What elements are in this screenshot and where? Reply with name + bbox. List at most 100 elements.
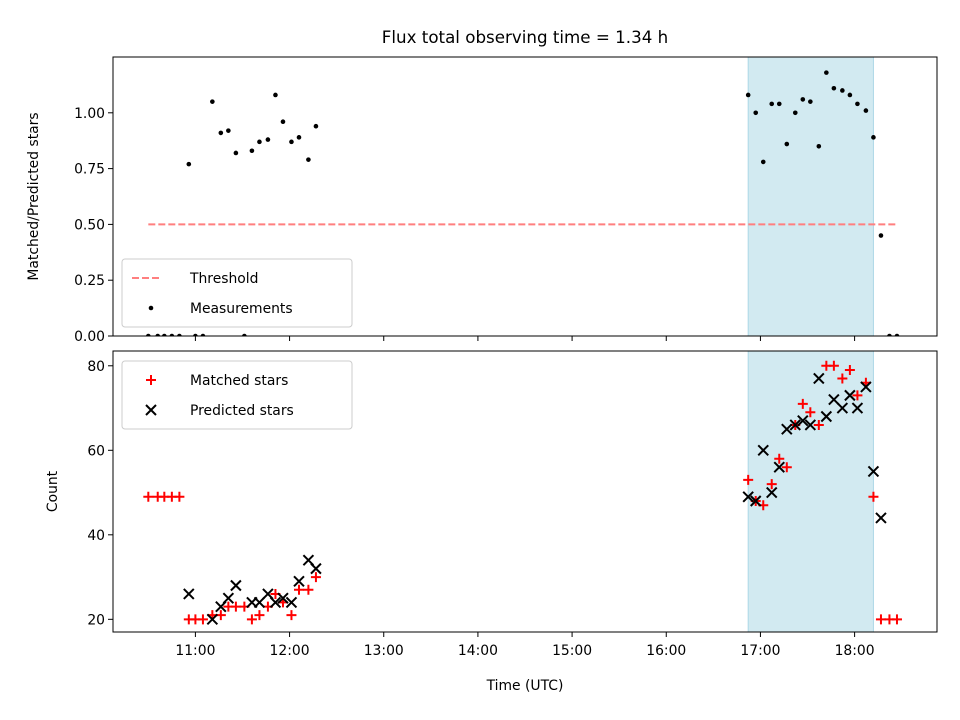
data-point [197,614,208,625]
legend: Threshold Measurements [121,258,353,328]
data-point [804,419,817,431]
data-point [887,333,892,336]
y-tick-label: 80 [87,359,105,375]
series-measurements [146,70,900,336]
data-point [878,233,884,238]
data-point [218,130,224,136]
data-point [760,159,766,165]
data-point [828,393,840,406]
data-point [222,592,235,604]
data-point [875,512,887,524]
legend-box [121,360,353,430]
data-point [852,390,863,401]
data-point [285,596,298,609]
y-tick-label: 60 [87,443,105,459]
data-point [254,610,265,621]
data-point [776,101,782,107]
data-point [210,99,215,104]
data-point [186,161,192,167]
data-point [753,110,759,116]
x-tick-label: 11:00 [175,643,215,659]
data-point [844,365,855,376]
data-point [177,333,182,336]
data-point [146,333,151,336]
data-point [280,119,286,125]
data-point [745,92,751,98]
series-predicted-stars [183,372,887,626]
data-point [246,614,257,625]
data-point [797,398,808,409]
data-point [797,415,809,427]
data-point [310,562,322,575]
data-point [813,419,824,430]
y-axis-label: Matched/Predicted stars [26,112,42,280]
data-point [183,588,195,600]
legend-swatch [145,404,157,416]
data-point [781,423,793,435]
data-point [828,360,839,371]
data-point [773,461,785,473]
data-point [296,135,302,140]
panel-2: 20 40 60 80 11:00 12:00 13:00 14:00 15:00 16:00 17… [45,350,938,659]
data-point [249,148,255,154]
data-point [789,419,801,431]
data-point [891,614,902,625]
legend-label: Measurements [190,301,293,317]
data-point [800,97,806,102]
data-point [844,389,856,402]
data-point [303,584,314,595]
data-point [230,601,241,612]
data-point [781,462,792,473]
data-point [265,137,271,142]
x-tick-label: 14:00 [458,643,498,659]
highlight-span [748,351,874,632]
data-point [257,139,262,145]
data-point [836,402,849,414]
y-tick-label: 0.75 [74,162,105,178]
data-point [855,101,860,107]
data-point [813,372,825,385]
data-point [253,596,266,609]
y-tick-label: 0.25 [74,273,105,289]
data-point [875,614,886,625]
y-axis-label: Count [45,470,61,512]
plot-area [143,360,902,626]
data-point [805,407,816,418]
data-point [313,123,319,129]
y-tick-label: 20 [87,612,105,628]
data-point [743,474,754,485]
legend-swatch [148,305,154,311]
data-point [851,402,864,414]
data-point [840,88,845,93]
data-point [230,579,242,592]
data-point [233,150,239,156]
data-point [831,85,837,91]
x-tick-label: 15:00 [552,643,592,659]
data-point [169,333,175,336]
data-point [816,143,822,149]
data-point [871,135,876,140]
y-tick-label: 0.00 [74,329,105,345]
data-point [784,141,790,147]
highlight-span [748,57,874,336]
data-point [277,592,289,604]
data-point [242,333,247,336]
data-point [860,381,872,393]
plot-area [146,70,900,336]
data-point [174,491,185,502]
y-tick-label: 0.50 [74,217,105,233]
legend: Matched stars Predicted stars [121,360,353,430]
data-point [792,110,798,116]
y-tick-label: 1.00 [74,106,105,122]
x-tick-label: 13:00 [364,643,404,659]
data-point [863,108,869,113]
data-point [293,584,304,595]
legend-swatch [146,375,156,385]
data-point [820,410,833,423]
legend-label: Threshold [189,271,258,287]
panel-1: 0.00 0.25 0.50 0.75 1.00 Matched/Predicted st… [26,56,938,345]
y-tick-label: 40 [87,528,105,544]
data-point [306,157,311,162]
axes-frame [112,56,938,337]
